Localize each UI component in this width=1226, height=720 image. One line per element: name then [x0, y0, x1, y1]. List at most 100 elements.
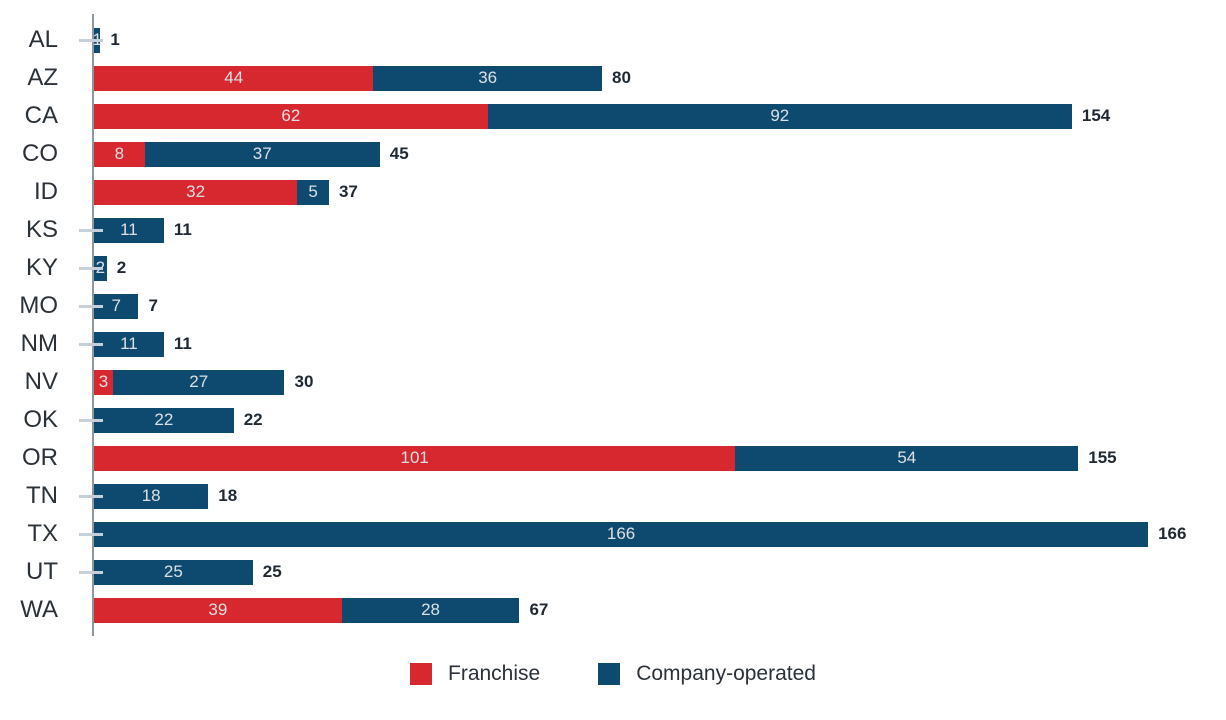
legend-item-franchise: Franchise: [410, 662, 540, 686]
segment-value-label: 5: [308, 182, 318, 201]
bar-segment-company-operated: 5: [297, 179, 329, 205]
zero-value-dash: [79, 229, 103, 232]
bar-rows: AL11AZ443680CA6292154CO83745ID32537KS111…: [0, 21, 1226, 629]
zero-value-dash: [79, 267, 103, 270]
bar-segment-company-operated: 27: [113, 369, 285, 395]
bar-segment-franchise: 39: [94, 597, 342, 623]
bar-segment-company-operated: 11: [94, 217, 164, 243]
category-label: UT: [26, 558, 58, 585]
total-value-label: 25: [262, 562, 282, 581]
bar-segment-company-operated: 54: [735, 445, 1079, 471]
total-value-label: 22: [243, 410, 263, 429]
bar-segment-company-operated: 11: [94, 331, 164, 357]
bar-segment-franchise: 32: [94, 179, 298, 205]
bar-row: AZ 44 36 80: [0, 59, 1226, 97]
bar-track: 8 37 45: [92, 135, 1226, 173]
total-value-label: 18: [218, 486, 238, 505]
category-label: CA: [24, 102, 58, 129]
bar-track: 39 28 67: [92, 591, 1226, 629]
segment-value-label: 62: [281, 106, 301, 125]
category-label: KY: [25, 254, 58, 281]
bar-row: NM 11 11: [0, 325, 1226, 363]
segment-value-label: 11: [120, 334, 138, 353]
bar-row: KS 11 11: [0, 211, 1226, 249]
segment-value-label: 36: [478, 68, 498, 87]
bar-segment-company-operated: 37: [144, 141, 380, 167]
legend-swatch: [410, 663, 432, 685]
category-label: NM: [20, 330, 58, 357]
total-value-label: 166: [1158, 524, 1187, 543]
bar-track: 101 54 155: [92, 439, 1226, 477]
category-label: TN: [26, 482, 58, 509]
category-label: OK: [23, 406, 58, 433]
segment-value-label: 11: [120, 220, 138, 239]
bar-row: UT 25 25: [0, 553, 1226, 591]
legend: Franchise Company-operated: [0, 662, 1226, 686]
total-value-label: 30: [294, 372, 314, 391]
segment-value-label: 54: [897, 448, 917, 467]
bar-track: 18 18: [79, 477, 1226, 515]
zero-value-dash: [79, 305, 103, 308]
bar-track: 44 36 80: [92, 59, 1226, 97]
total-value-label: 11: [173, 220, 192, 239]
segment-value-label: 18: [141, 486, 161, 505]
bar-track: 11 11: [79, 211, 1226, 249]
bar-segment-company-operated: 166: [94, 521, 1149, 547]
bar-row: ID 32 5 37: [0, 173, 1226, 211]
bar-segment-company-operated: 92: [487, 103, 1072, 129]
category-label: WA: [20, 596, 58, 623]
category-label: TX: [27, 520, 58, 547]
bar-track: 3 27 30: [92, 363, 1226, 401]
bar-segment-franchise: 8: [94, 141, 145, 167]
bar-row: CO 8 37 45: [0, 135, 1226, 173]
segment-value-label: 166: [606, 524, 636, 543]
segment-value-label: 3: [98, 372, 109, 391]
segment-value-label: 37: [252, 144, 272, 163]
bar-row: WA 39 28 67: [0, 591, 1226, 629]
category-label: MO: [19, 292, 58, 319]
bar-row: KY 22: [0, 249, 1226, 287]
category-label: CO: [22, 140, 58, 167]
category-label: NV: [24, 368, 58, 395]
bar-segment-company-operated: 28: [341, 597, 520, 623]
total-value-label: 7: [148, 296, 158, 315]
segment-value-label: 8: [114, 144, 125, 163]
bar-segment-company-operated: 22: [94, 407, 234, 433]
zero-value-dash: [79, 343, 103, 346]
bar-track: 11: [79, 21, 1226, 59]
total-value-label: 45: [389, 144, 409, 163]
legend-swatch: [598, 663, 621, 685]
total-value-label: 37: [338, 182, 358, 201]
segment-value-label: 92: [770, 106, 790, 125]
bar-track: 25 25: [79, 553, 1226, 591]
bar-segment-franchise: 62: [94, 103, 488, 129]
zero-value-dash: [79, 39, 103, 42]
bar-row: OR 101 54 155: [0, 439, 1226, 477]
bar-track: 166 166: [79, 515, 1226, 553]
segment-value-label: 101: [400, 448, 429, 467]
category-label: KS: [25, 216, 58, 243]
category-label: OR: [22, 444, 58, 471]
y-axis-line: [92, 14, 94, 636]
bar-track: 11 11: [79, 325, 1226, 363]
legend-label: Franchise: [448, 662, 541, 685]
segment-value-label: 27: [189, 372, 209, 391]
total-value-label: 11: [173, 334, 192, 353]
zero-value-dash: [79, 419, 103, 422]
segment-value-label: 28: [421, 600, 440, 619]
category-label: AZ: [27, 64, 58, 91]
bar-segment-franchise: 3: [94, 369, 114, 395]
bar-track: 32 5 37: [92, 173, 1226, 211]
stacked-bar-chart: AL11AZ443680CA6292154CO83745ID32537KS111…: [0, 14, 1226, 636]
bar-row: NV 3 27 30: [0, 363, 1226, 401]
category-label: AL: [28, 26, 58, 53]
segment-value-label: 7: [111, 296, 121, 315]
bar-row: AL 11: [0, 21, 1226, 59]
legend-label: Company-operated: [636, 662, 816, 685]
segment-value-label: 32: [186, 182, 206, 201]
total-value-label: 2: [116, 258, 127, 277]
zero-value-dash: [79, 495, 103, 498]
legend-item-company-operated: Company-operated: [598, 662, 816, 686]
